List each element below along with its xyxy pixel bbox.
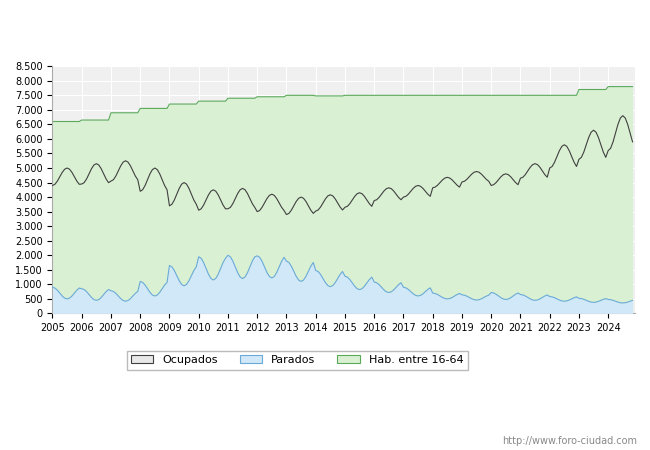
Text: Picanya - Evolucion de la poblacion en edad de Trabajar Noviembre de 2024: Picanya - Evolucion de la poblacion en e… bbox=[86, 22, 564, 35]
Text: http://www.foro-ciudad.com: http://www.foro-ciudad.com bbox=[502, 436, 637, 446]
Legend: Ocupados, Parados, Hab. entre 16-64: Ocupados, Parados, Hab. entre 16-64 bbox=[127, 351, 467, 369]
